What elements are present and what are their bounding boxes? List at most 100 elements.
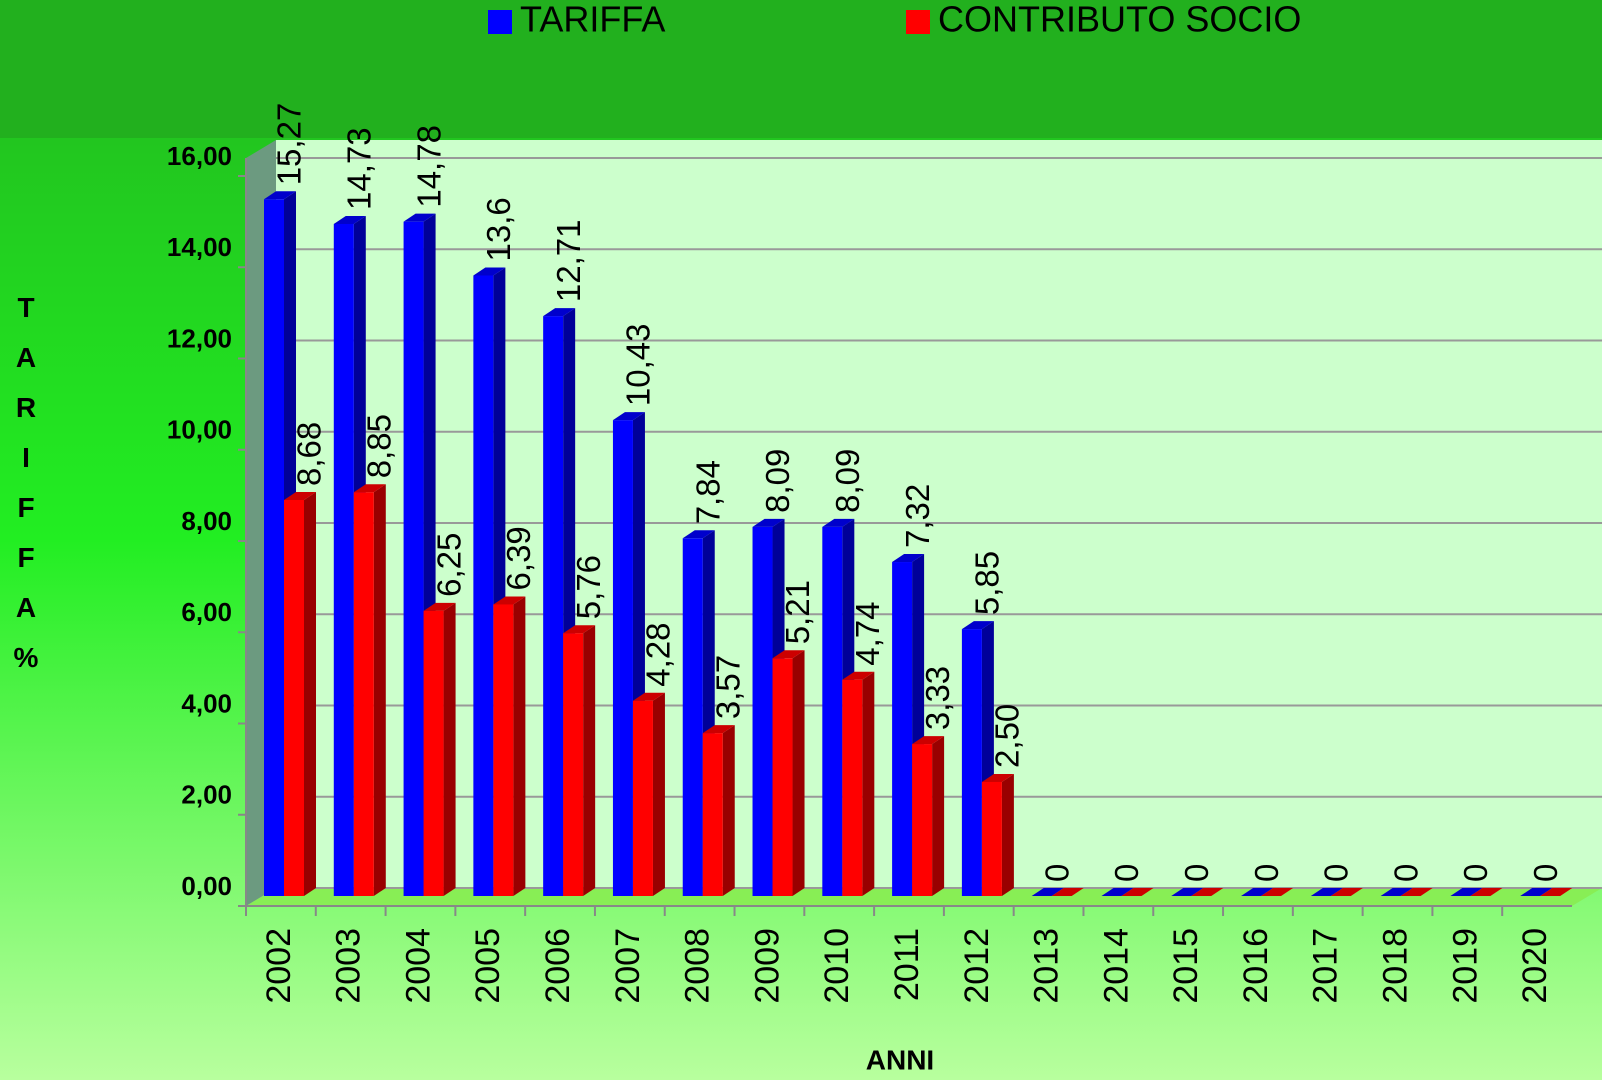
bar-top xyxy=(264,191,296,200)
value-label: 2,50 xyxy=(989,704,1026,768)
value-label: 0 xyxy=(1178,864,1215,882)
x-tick-label: 2018 xyxy=(1377,928,1415,1004)
bar-top xyxy=(403,213,436,222)
bar-side xyxy=(722,725,735,896)
value-label: 12,71 xyxy=(550,220,587,303)
bar xyxy=(961,629,982,896)
bar-top xyxy=(1400,888,1433,896)
legend-swatch xyxy=(488,10,512,34)
value-label: 4,74 xyxy=(849,602,886,666)
bar-top xyxy=(473,267,506,276)
bar-side xyxy=(652,692,665,896)
bar-top xyxy=(1261,888,1294,896)
bar-top xyxy=(842,671,875,680)
value-label: 6,39 xyxy=(500,526,537,590)
bar-top xyxy=(1241,888,1274,896)
bar-top xyxy=(493,596,526,605)
value-label: 3,57 xyxy=(709,655,746,719)
value-label: 15,27 xyxy=(271,103,308,186)
value-label: 8,85 xyxy=(361,414,398,478)
value-label: 6,25 xyxy=(430,533,467,597)
legend-label: TARIFFA xyxy=(520,0,665,40)
bar-top xyxy=(1031,888,1064,896)
value-label: 5,76 xyxy=(570,555,607,619)
bar-top xyxy=(892,554,925,563)
bar-top xyxy=(752,518,785,527)
bar-top xyxy=(1171,888,1204,896)
header-band xyxy=(0,0,1602,138)
bar xyxy=(632,700,653,896)
value-label: 8,68 xyxy=(291,422,328,486)
value-label: 0 xyxy=(1457,864,1494,882)
y-tick-label: 2,00 xyxy=(181,780,232,810)
x-tick-label: 2012 xyxy=(958,928,996,1004)
x-tick-label: 2007 xyxy=(609,928,647,1004)
y-tick-label: 6,00 xyxy=(181,597,232,627)
bar xyxy=(264,199,284,896)
bar xyxy=(284,499,304,896)
y-tick-label: 14,00 xyxy=(167,232,232,262)
bar xyxy=(493,604,514,896)
value-label: 0 xyxy=(1248,864,1285,882)
y-tick-label: 0,00 xyxy=(181,871,232,901)
bar-top xyxy=(612,412,645,421)
bar-side xyxy=(513,596,526,896)
value-label: 4,28 xyxy=(640,622,677,686)
value-label: 8,09 xyxy=(829,449,866,513)
bar-top xyxy=(1450,888,1483,896)
bar-top xyxy=(543,308,576,317)
bar-top xyxy=(1330,888,1363,896)
bar-top xyxy=(353,484,386,493)
value-label: 8,09 xyxy=(759,449,796,513)
x-tick-label: 2011 xyxy=(888,928,926,1001)
bar-top xyxy=(961,621,994,630)
y-tick-label: 8,00 xyxy=(181,506,232,536)
x-tick-label: 2013 xyxy=(1028,928,1066,1004)
bar-top xyxy=(1051,888,1084,896)
bar-top xyxy=(284,491,316,500)
bar xyxy=(353,492,374,896)
bar-top xyxy=(682,530,715,539)
value-label: 0 xyxy=(1108,864,1145,882)
x-tick-label: 2009 xyxy=(748,928,786,1004)
bar-top xyxy=(1380,888,1413,896)
legend-swatch xyxy=(906,10,930,34)
bar-top xyxy=(632,692,665,701)
x-tick-label: 2002 xyxy=(260,928,298,1004)
value-label: 3,33 xyxy=(919,666,956,730)
bar-top xyxy=(822,518,855,527)
bar xyxy=(423,610,444,896)
value-label: 14,78 xyxy=(410,125,447,208)
bar-top xyxy=(1310,888,1343,896)
bar-top xyxy=(563,625,596,634)
bar-top xyxy=(981,773,1014,782)
x-tick-label: 2003 xyxy=(330,928,368,1004)
x-tick-label: 2016 xyxy=(1237,928,1275,1004)
x-tick-label: 2008 xyxy=(679,928,717,1004)
bar-side xyxy=(862,671,875,896)
value-label: 13,6 xyxy=(480,197,517,261)
x-tick-label: 2005 xyxy=(469,928,507,1004)
x-tick-label: 2004 xyxy=(399,928,437,1004)
bar-top xyxy=(912,736,945,745)
bar xyxy=(981,781,1002,896)
bar-top xyxy=(1101,888,1134,896)
x-tick-label: 2006 xyxy=(539,928,577,1004)
bar-top xyxy=(423,602,456,611)
bar xyxy=(333,223,354,897)
value-label: 0 xyxy=(1527,864,1564,882)
bar-side xyxy=(373,484,386,896)
value-label: 5,85 xyxy=(969,551,1006,615)
bar xyxy=(543,316,564,896)
bar xyxy=(842,679,863,896)
bar-top xyxy=(1121,888,1154,896)
bar-top xyxy=(772,650,805,659)
bar xyxy=(772,658,793,896)
bar-side xyxy=(304,491,316,896)
value-label: 0 xyxy=(1038,864,1075,882)
bar xyxy=(612,420,633,896)
value-label: 0 xyxy=(1318,864,1355,882)
bar xyxy=(682,538,703,896)
bar-top xyxy=(702,725,735,734)
